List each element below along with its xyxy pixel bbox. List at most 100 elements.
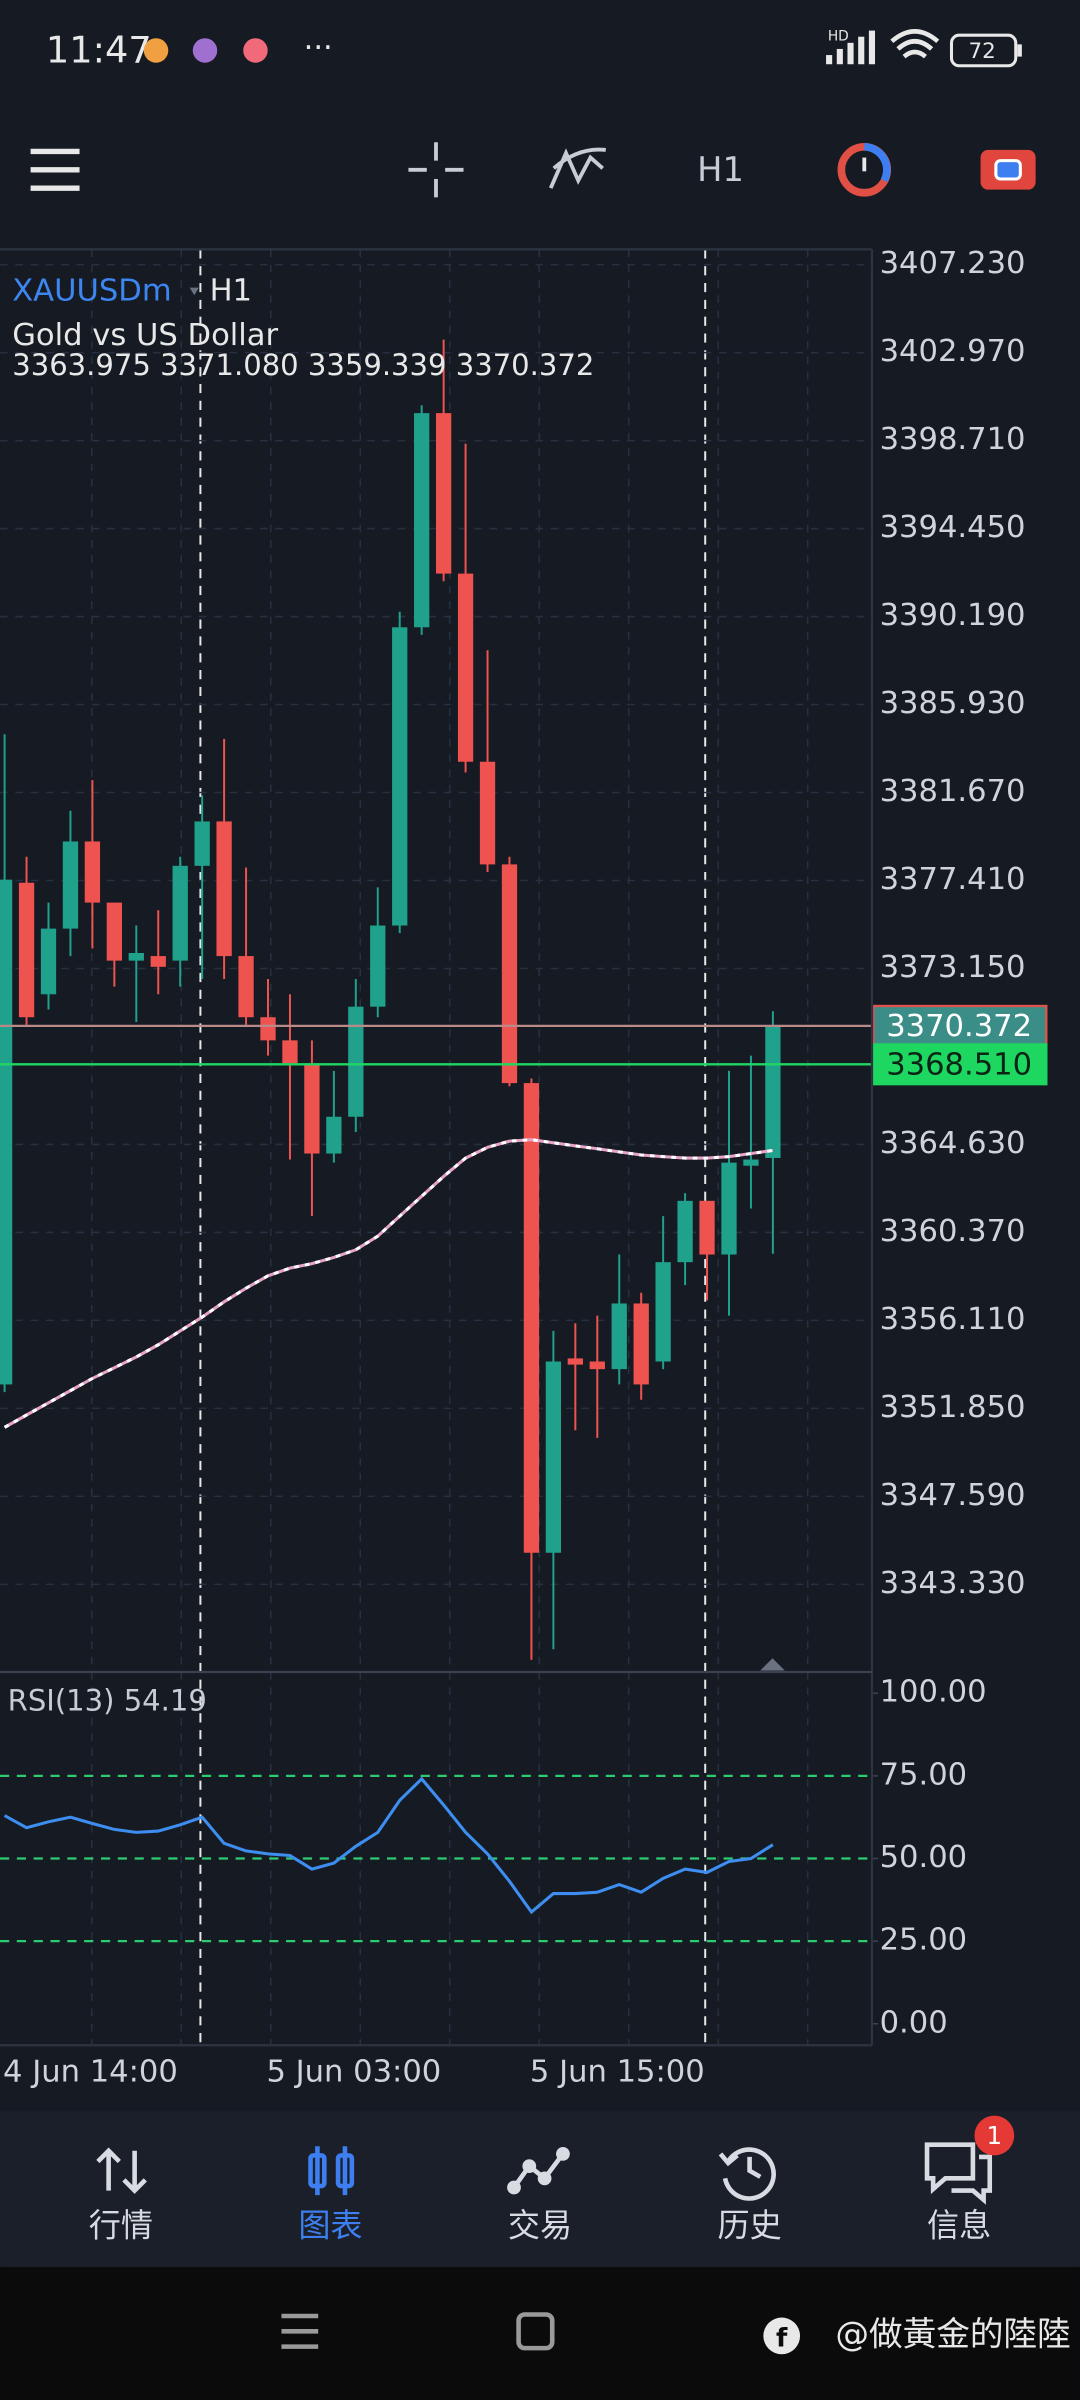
nav-label[interactable]: 历史: [717, 2206, 781, 2244]
y-tick-label: 3373.150: [880, 950, 1026, 985]
candle-body: [501, 864, 518, 1084]
candle-body: [282, 1040, 298, 1064]
candle-body: [172, 865, 188, 961]
candle-body: [370, 925, 386, 1007]
candle-body: [216, 821, 232, 957]
candle-body: [435, 413, 452, 574]
battery-tip: [1017, 44, 1022, 57]
candle-body: [326, 1116, 342, 1154]
candle-body: [611, 1303, 627, 1370]
rsi-line: [3, 1776, 774, 1915]
candle-body: [523, 1083, 540, 1553]
system-menu-button[interactable]: [281, 2313, 319, 2349]
nav-label[interactable]: 图表: [298, 2206, 362, 2244]
system-home-button[interactable]: [516, 2312, 555, 2351]
y-tick-label: 50.00: [880, 1840, 968, 1875]
candle-body: [40, 928, 57, 995]
candle-body: [18, 882, 35, 1018]
price-label-box: [872, 1043, 1048, 1086]
status-icon: [192, 38, 218, 63]
candle-body: [84, 841, 101, 903]
indicators-button[interactable]: [548, 147, 606, 189]
nav-labels: 行情 图表 交易 历史 信息: [89, 2206, 992, 2244]
y-tick-label: 3377.410: [880, 862, 1026, 897]
candle-body: [392, 627, 408, 926]
y-tick-label: 3351.850: [880, 1390, 1026, 1425]
y-tick-label: 3402.970: [880, 334, 1026, 369]
timeframe-button[interactable]: H1: [697, 150, 744, 189]
clock-accent: [863, 143, 891, 183]
signal-icon: [826, 30, 876, 65]
y-tick-label: 0.00: [880, 2005, 948, 2040]
candle-body: [457, 573, 474, 762]
menu-button[interactable]: [30, 148, 80, 191]
y-tick-label: 3343.330: [880, 1566, 1026, 1601]
nav-icon-active: [308, 2146, 355, 2196]
x-tick-label: 4 Jun 14:00: [3, 2054, 178, 2089]
status-icon: [143, 38, 169, 63]
nav-icon: [718, 2147, 776, 2201]
watermark: @做黃金的陸陸: [835, 2314, 1070, 2353]
status-more: ···: [304, 30, 333, 65]
y-tick-label: 3347.590: [880, 1478, 1026, 1513]
candle-body: [304, 1063, 320, 1154]
candle-body: [589, 1361, 605, 1370]
candle-body: [260, 1017, 276, 1041]
nav-label[interactable]: 信息: [927, 2206, 991, 2244]
nav-label[interactable]: 行情: [89, 2206, 153, 2244]
candle-body: [655, 1262, 671, 1362]
status-icon: [243, 38, 268, 63]
price-label: 3368.510: [886, 1047, 1032, 1082]
y-tick-label: 3385.930: [880, 686, 1026, 721]
header-timeframe: H1: [210, 274, 252, 309]
candle-body: [765, 1025, 781, 1158]
rsi-title: RSI(13) 54.19: [8, 1684, 207, 1718]
panel-handle[interactable]: [760, 1658, 785, 1671]
y-tick-label: 3364.630: [880, 1126, 1026, 1161]
crosshair-button[interactable]: [408, 142, 464, 198]
candle-body: [699, 1200, 715, 1255]
bottom-nav: [0, 2111, 1080, 2268]
symbol-description: Gold vs US Dollar: [12, 318, 278, 353]
badge: [974, 2115, 1015, 2156]
candle-body: [743, 1159, 759, 1166]
trade-button-inner: [994, 159, 1022, 181]
candle-body: [62, 841, 79, 929]
candle-body: [721, 1162, 737, 1255]
price-label-box: [872, 1004, 1048, 1047]
chart-header: XAUUSDm H1 Gold vs US Dollar 3363.975 33…: [8, 274, 595, 1718]
battery-icon: [949, 33, 1018, 68]
candle-body: [128, 952, 144, 961]
nav-icon: [507, 2146, 570, 2195]
y-tick-label: 3356.110: [880, 1302, 1026, 1337]
status-time: 11:47: [46, 29, 152, 72]
nav-icon: [924, 2142, 993, 2205]
price-label: 3370.372: [886, 1009, 1032, 1044]
nav-label[interactable]: 交易: [508, 2206, 572, 2244]
y-tick-label: 3381.670: [880, 774, 1026, 809]
wifi-icon: [890, 29, 940, 59]
candle-body: [348, 1006, 364, 1117]
candle-body: [545, 1361, 562, 1553]
y-tick-label: 3407.230: [880, 246, 1026, 281]
y-tick-label: 3394.450: [880, 510, 1026, 545]
x-tick-label: 5 Jun 15:00: [530, 2054, 705, 2089]
y-tick-label: 25.00: [880, 1923, 968, 1958]
symbol-dropdown[interactable]: [189, 287, 199, 296]
status-network: HD: [828, 29, 849, 45]
y-tick-label: 3398.710: [880, 422, 1026, 457]
nav-icon: [96, 2147, 147, 2194]
watermark-logo-letter: f: [776, 2323, 788, 2353]
candle-body: [150, 956, 166, 967]
y-tick-label: 100.00: [880, 1675, 987, 1710]
badge-count: 1: [987, 2121, 1003, 2150]
candle-body: [633, 1303, 649, 1385]
y-tick-label: 75.00: [880, 1757, 968, 1792]
candle-body: [238, 956, 254, 1018]
candle-body: [106, 902, 123, 961]
candle-body: [414, 413, 430, 628]
y-tick-label: 3390.190: [880, 598, 1026, 633]
